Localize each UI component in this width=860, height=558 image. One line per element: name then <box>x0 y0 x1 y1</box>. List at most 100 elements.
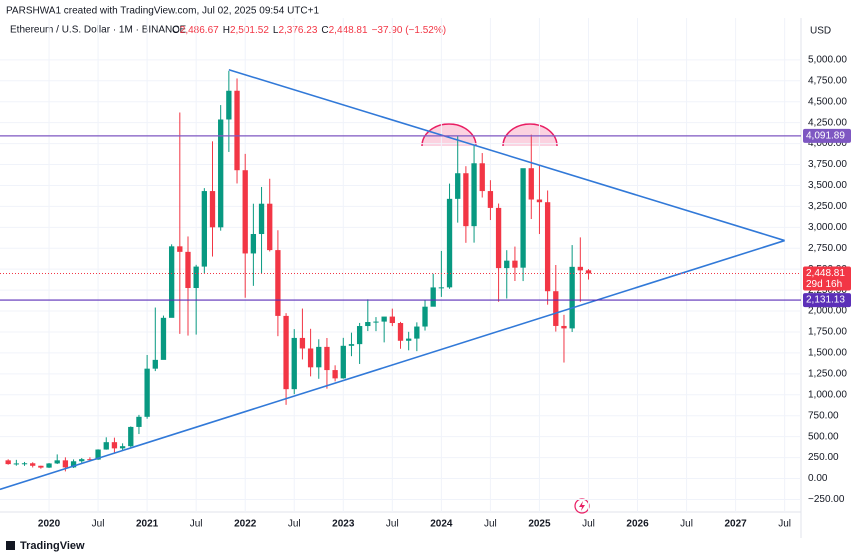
last-price-label: 2,448.81 <box>806 268 845 279</box>
x-tick-label: Jul <box>190 519 203 530</box>
x-tick-label: 2027 <box>724 519 747 530</box>
candle-body <box>218 119 224 228</box>
x-tick-label: 2024 <box>430 519 453 530</box>
candle-body <box>520 168 526 268</box>
y-tick-label: 5,000.00 <box>808 55 847 66</box>
y-tick-label: 1,500.00 <box>808 348 847 359</box>
logo: TradingView <box>6 540 85 552</box>
y-tick-label: 4,000.00 <box>808 138 847 149</box>
candle-body <box>250 234 257 254</box>
candle-body <box>54 460 60 464</box>
arc-fill <box>503 124 557 146</box>
candle-body <box>585 270 592 274</box>
candle-body <box>340 345 346 379</box>
y-tick-label: −250.00 <box>808 494 845 505</box>
candle-body <box>422 306 428 327</box>
candle-body <box>258 203 265 235</box>
x-tick-label: Jul <box>680 519 693 530</box>
y-tick-label: 500.00 <box>808 431 839 442</box>
y-tick-label: 3,750.00 <box>808 159 847 170</box>
ohlc-value: 2,501.52 <box>230 25 269 36</box>
y-tick-label: 1,250.00 <box>808 368 847 379</box>
candle-body <box>463 173 469 227</box>
candle-body <box>168 246 175 318</box>
y-tick-label: 750.00 <box>808 410 839 421</box>
countdown: 29d 16h <box>806 279 842 290</box>
y-tick-label: 4,500.00 <box>808 96 847 107</box>
trendline <box>228 68 785 242</box>
y-tick-label: 2,000.00 <box>808 306 847 317</box>
y-tick-label: 3,500.00 <box>808 180 847 191</box>
x-tick-label: 2023 <box>332 519 355 530</box>
candle-body <box>528 168 534 200</box>
candle-body <box>332 370 338 379</box>
candle-body <box>242 170 248 254</box>
y-tick-label: 4,750.00 <box>808 75 847 86</box>
ohlc-value: 2,448.81 <box>329 25 368 36</box>
x-tick-label: 2021 <box>136 519 159 530</box>
candle-body <box>406 338 412 341</box>
candle-body <box>30 463 36 466</box>
ohlc-value: 2,376.23 <box>278 25 317 36</box>
credit: PARSHWA1 created with TradingView.com, J… <box>6 6 319 17</box>
x-tick-label: Jul <box>778 519 791 530</box>
candle-body <box>356 326 363 345</box>
y-tick-label: 4,250.00 <box>808 117 847 128</box>
candle-body <box>479 163 485 192</box>
candle-body <box>136 416 142 427</box>
candle-body <box>13 463 20 465</box>
x-tick-label: 2022 <box>234 519 257 530</box>
price-box <box>803 293 851 308</box>
candle-body <box>471 163 477 227</box>
candle-body <box>397 323 404 341</box>
x-tick-label: Jul <box>386 519 399 530</box>
candle-body <box>111 442 118 449</box>
candle-body <box>275 250 281 316</box>
price-label: 4,091.89 <box>806 131 845 142</box>
ohlc-value: 2,486.67 <box>180 25 219 36</box>
trendline <box>0 239 785 491</box>
candle-body <box>160 317 167 360</box>
candle-body <box>38 465 44 468</box>
x-tick-label: Jul <box>484 519 497 530</box>
candle-body <box>70 461 77 468</box>
candle-body <box>128 426 134 447</box>
candle-body <box>495 207 502 269</box>
ohlc-key: O <box>172 25 180 36</box>
candle-body <box>438 287 445 289</box>
candle-body <box>79 459 85 462</box>
candle-body <box>87 459 93 461</box>
candle-body <box>152 359 158 369</box>
change: −37.90 (−1.52%) <box>372 25 447 36</box>
candle-body <box>544 202 551 292</box>
candle-body <box>504 260 510 269</box>
candle-body <box>381 316 387 322</box>
ohlc-key: H <box>223 25 230 36</box>
candle-body <box>5 460 11 465</box>
y-tick-label: 2,750.00 <box>808 243 847 254</box>
candle-body <box>561 325 567 329</box>
candle-body <box>209 191 216 228</box>
candle-body <box>430 287 436 307</box>
y-tick-label: 3,000.00 <box>808 222 847 233</box>
candle-body <box>21 463 28 465</box>
candle-body <box>291 337 297 390</box>
x-tick-label: Jul <box>92 519 105 530</box>
candle-body <box>193 266 199 289</box>
candle-body <box>553 291 559 326</box>
candle-body <box>46 463 52 468</box>
price-box <box>803 128 851 143</box>
candle-body <box>316 346 322 368</box>
candle-body <box>455 173 461 199</box>
candle-body <box>62 460 69 468</box>
ohlc-legend: O2,486.67 H2,501.52 L2,376.23 C2,448.81 −37.… <box>172 25 446 36</box>
arc-fill <box>422 124 476 146</box>
price-label: 2,131.13 <box>806 295 845 306</box>
ohlc-key: L <box>273 25 279 36</box>
candle-body <box>373 321 379 323</box>
candle-body <box>267 203 273 251</box>
candle-body <box>201 191 207 267</box>
candle-body <box>414 326 420 339</box>
